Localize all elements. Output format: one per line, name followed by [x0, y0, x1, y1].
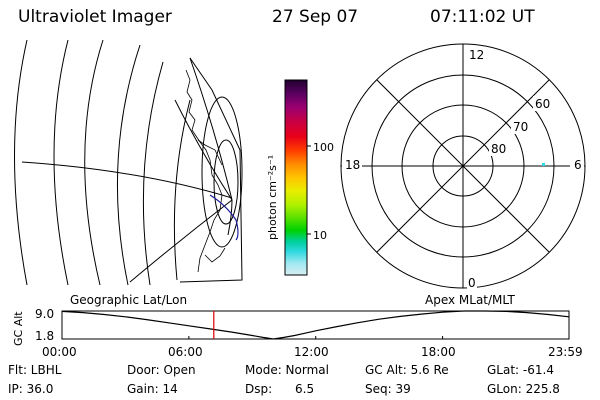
- colorbar-tick-label: 100: [313, 141, 334, 154]
- x-tick-label: 12:00: [294, 345, 329, 359]
- observation-time: 07:11:02 UT: [430, 7, 535, 27]
- status-ip: IP: 36.0: [8, 382, 54, 396]
- colorbar-tick-label: 10: [313, 229, 327, 242]
- mlt-label-0: 0: [468, 276, 476, 290]
- instrument-title: Ultraviolet Imager: [18, 7, 172, 27]
- status-gain: Gain: 14: [127, 382, 178, 396]
- longitude-line: [227, 199, 233, 236]
- latitude-arc: [142, 61, 164, 286]
- status-door: Door: Open: [127, 363, 196, 377]
- timeline-frame: [61, 310, 570, 340]
- mlat-label-60: 60: [535, 97, 550, 111]
- y-tick-label: 9.0: [35, 307, 54, 321]
- mlat-label-70: 70: [513, 120, 528, 134]
- polar-label-bg: [533, 96, 555, 111]
- polar-label-bg: [467, 47, 483, 61]
- observation-date: 27 Sep 07: [272, 7, 359, 27]
- status-glon: GLon: 225.8: [487, 382, 560, 396]
- gc-altitude-line: [61, 310, 570, 340]
- latitude-circle: [213, 139, 239, 225]
- mlt-label-6: 6: [574, 158, 582, 172]
- coastline: [197, 139, 223, 166]
- status-gc-alt: GC Alt: 5.6 Re: [365, 363, 449, 377]
- latitude-arc: [117, 44, 141, 286]
- latitude-circle: [201, 96, 243, 248]
- status-filter: Flt: LBHL: [8, 363, 62, 377]
- latitude-arc: [14, 39, 28, 286]
- mlat-label-80: 80: [491, 142, 506, 156]
- status-mode: Mode: Normal: [245, 363, 329, 377]
- x-tick-label: 23:59: [548, 345, 583, 359]
- status-dsp: Dsp: 6.5: [245, 382, 315, 396]
- mlt-diagonal: [376, 79, 550, 253]
- latitude-arc: [53, 39, 69, 286]
- x-tick-label: 06:00: [168, 345, 203, 359]
- mlt-label-12: 12: [469, 48, 484, 62]
- map-edge: [179, 57, 243, 283]
- polar-label-bg: [467, 275, 477, 289]
- y-axis-label: GC Alt: [12, 311, 25, 346]
- mlt-label-18: 18: [345, 158, 360, 172]
- x-tick-label: 00:00: [42, 345, 77, 359]
- polar-label-bg: [489, 141, 511, 156]
- y-tick-label: 1.8: [35, 329, 54, 343]
- polar-label-bg: [570, 157, 584, 171]
- coastline: [204, 247, 226, 263]
- x-tick-label: 18:00: [421, 345, 456, 359]
- polar-label-bg: [342, 157, 362, 171]
- status-seq: Seq: 39: [365, 382, 411, 396]
- latitude-arc: [84, 39, 104, 286]
- colorbar-unit-label: photon cm⁻²s⁻¹: [266, 155, 279, 240]
- colorbar-gradient: [284, 79, 308, 276]
- polar-caption: Apex MLat/MLT: [425, 293, 515, 307]
- longitude-line: [189, 57, 233, 201]
- geographic-caption: Geographic Lat/Lon: [70, 293, 188, 307]
- terminator-line: [209, 194, 239, 241]
- longitude-line: [174, 99, 233, 201]
- aurora-pixel: [542, 163, 545, 166]
- polar-label-bg: [511, 119, 533, 134]
- status-glat: GLat: -61.4: [487, 363, 554, 377]
- coastline: [185, 69, 223, 273]
- longitude-line: [21, 161, 233, 199]
